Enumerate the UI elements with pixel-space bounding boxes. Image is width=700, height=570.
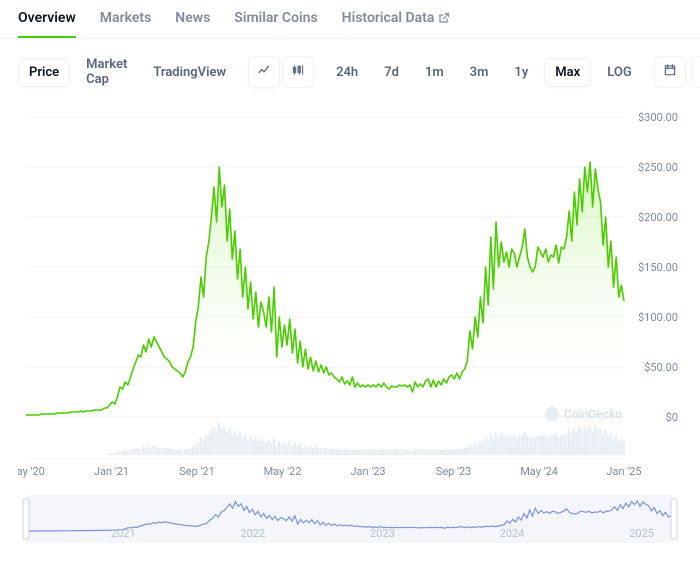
nav-tab-historical-data[interactable]: Historical Data <box>342 10 451 38</box>
toolbar: PriceMarket CapTradingView 24h7d1m3m1yMax… <box>0 39 700 105</box>
svg-text:May '22: May '22 <box>264 465 302 478</box>
range-1m-button[interactable]: 1m <box>415 59 454 86</box>
download-button[interactable] <box>692 56 700 88</box>
svg-text:$100.00: $100.00 <box>638 311 678 324</box>
svg-text:Jan '21: Jan '21 <box>94 465 129 478</box>
calendar-icon <box>663 63 677 77</box>
svg-text:2025: 2025 <box>629 527 654 540</box>
nav-tabs: Overview Markets News Similar Coins Historic… <box>0 0 700 39</box>
svg-text:2022: 2022 <box>240 527 265 540</box>
range-max-button[interactable]: Max <box>544 58 591 87</box>
svg-text:$150.00: $150.00 <box>638 261 678 274</box>
price-chart[interactable]: $0 $50.00 $100.00 $150.00 $200.00 $250.00 $300… <box>18 105 682 487</box>
external-link-icon <box>438 12 450 24</box>
svg-text:2023: 2023 <box>370 527 395 540</box>
svg-text:May '24: May '24 <box>520 465 558 478</box>
candlestick-icon <box>291 63 305 77</box>
tradingview-button[interactable]: TradingView <box>143 59 236 86</box>
price-button[interactable]: Price <box>18 58 70 87</box>
range-log-button[interactable]: LOG <box>597 59 641 86</box>
svg-text:Sep '21: Sep '21 <box>179 465 215 478</box>
chart-zone: $0 $50.00 $100.00 $150.00 $200.00 $250.00 $300… <box>0 105 700 543</box>
svg-text:Jan '23: Jan '23 <box>350 465 385 478</box>
calendar-button[interactable] <box>654 56 686 88</box>
nav-tab-overview[interactable]: Overview <box>18 10 76 38</box>
svg-text:2021: 2021 <box>111 527 136 540</box>
market-cap-button[interactable]: Market Cap <box>76 51 137 93</box>
nav-tab-similar-coins[interactable]: Similar Coins <box>234 10 317 38</box>
svg-text:$300.00: $300.00 <box>638 111 678 124</box>
candlestick-button[interactable] <box>282 56 314 88</box>
nav-tab-markets[interactable]: Markets <box>100 10 152 38</box>
line-chart-icon <box>257 63 271 77</box>
watermark-text: CoinGecko <box>564 407 622 421</box>
line-chart-button[interactable] <box>248 56 280 88</box>
range-24h-button[interactable]: 24h <box>326 59 368 86</box>
svg-text:Jan '25: Jan '25 <box>606 465 641 478</box>
range-selector[interactable]: 2021 2022 2023 2024 2025 <box>18 495 682 543</box>
svg-text:Sep '23: Sep '23 <box>436 465 472 478</box>
svg-text:$0: $0 <box>666 411 678 424</box>
range-3m-button[interactable]: 3m <box>460 59 499 86</box>
svg-text:$200.00: $200.00 <box>638 211 678 224</box>
range-7d-button[interactable]: 7d <box>374 59 409 86</box>
svg-text:2024: 2024 <box>500 527 525 540</box>
nav-tab-news[interactable]: News <box>175 10 210 38</box>
watermark: CoinGecko <box>545 407 622 421</box>
svg-text:$250.00: $250.00 <box>638 161 678 174</box>
svg-text:$50.00: $50.00 <box>644 361 678 374</box>
svg-text:May '20: May '20 <box>18 465 45 478</box>
range-1y-button[interactable]: 1y <box>504 59 538 86</box>
coingecko-icon <box>545 407 559 421</box>
